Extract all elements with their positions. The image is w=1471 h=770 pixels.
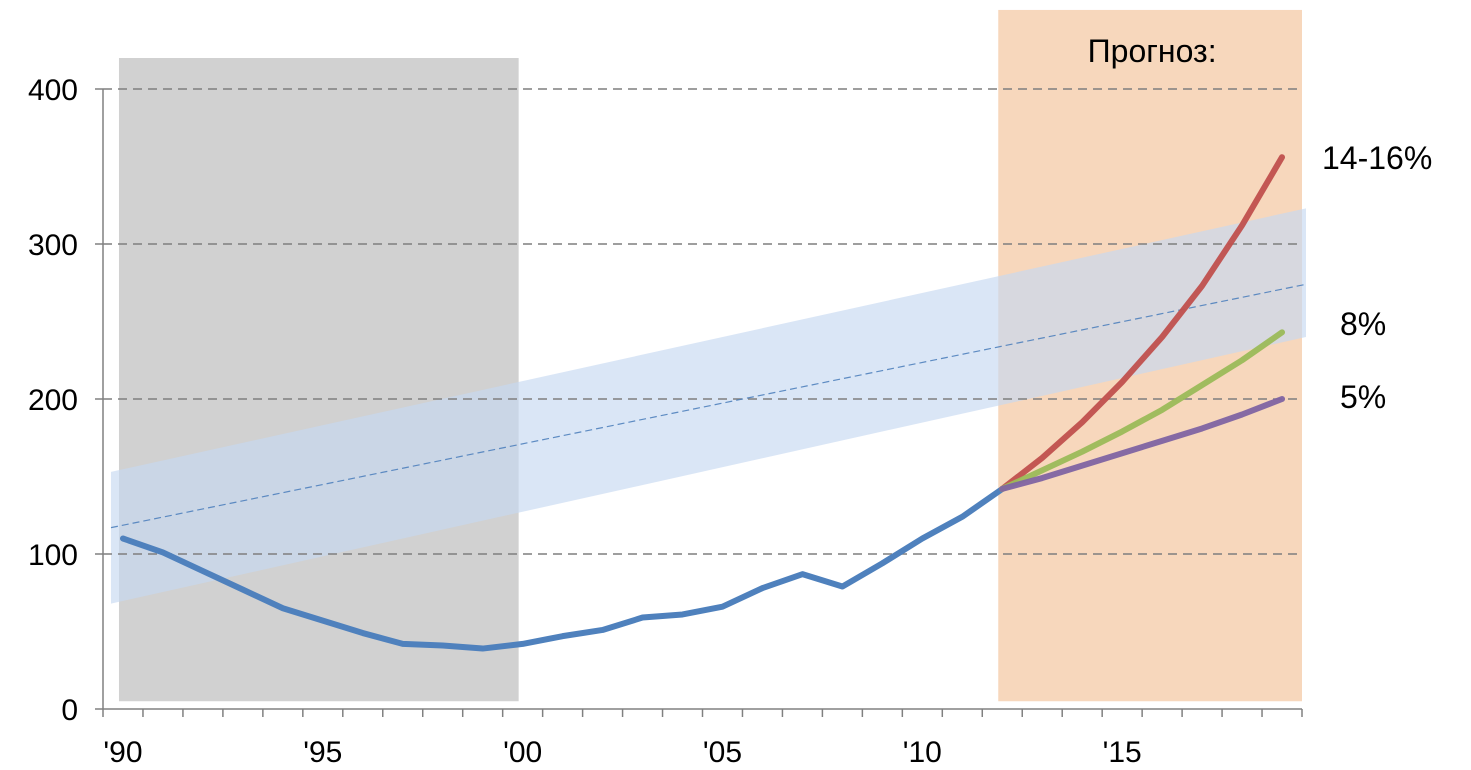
- x-tick-label: '05: [703, 736, 742, 769]
- trend-line: [110, 283, 1307, 529]
- label-14-16: 14-16%: [1322, 140, 1432, 176]
- y-tick-label: 300: [28, 229, 78, 262]
- y-tick-label: 100: [28, 539, 78, 572]
- history-shaded-region: [118, 58, 519, 702]
- labels: 14-16% 8% 5% Прогноз:: [1088, 33, 1433, 415]
- axes: 0 100 200 300 400 '90 '95 '00 '05 '10 '15: [28, 74, 1303, 769]
- x-tick-label: '90: [103, 736, 142, 769]
- label-8: 8%: [1340, 306, 1386, 342]
- forecast-8-line: [999, 329, 1286, 492]
- x-tick-label: '95: [303, 736, 342, 769]
- forecast-label: Прогноз:: [1088, 33, 1217, 69]
- x-tick-label: '15: [1103, 736, 1142, 769]
- x-tick-label: '10: [903, 736, 942, 769]
- y-tick-label: 0: [61, 694, 78, 727]
- gridlines: [103, 88, 1302, 555]
- forecast-14-16-line: [999, 154, 1286, 492]
- historical-series-line: [119, 485, 1006, 652]
- trend-dashed-line: [110, 283, 1307, 529]
- y-tick-label: 200: [28, 384, 78, 417]
- x-tick-label: '00: [503, 736, 542, 769]
- series-lines: [119, 154, 1286, 652]
- y-tick-label: 400: [28, 74, 78, 107]
- label-5: 5%: [1340, 379, 1386, 415]
- forecast-5-line: [999, 396, 1286, 492]
